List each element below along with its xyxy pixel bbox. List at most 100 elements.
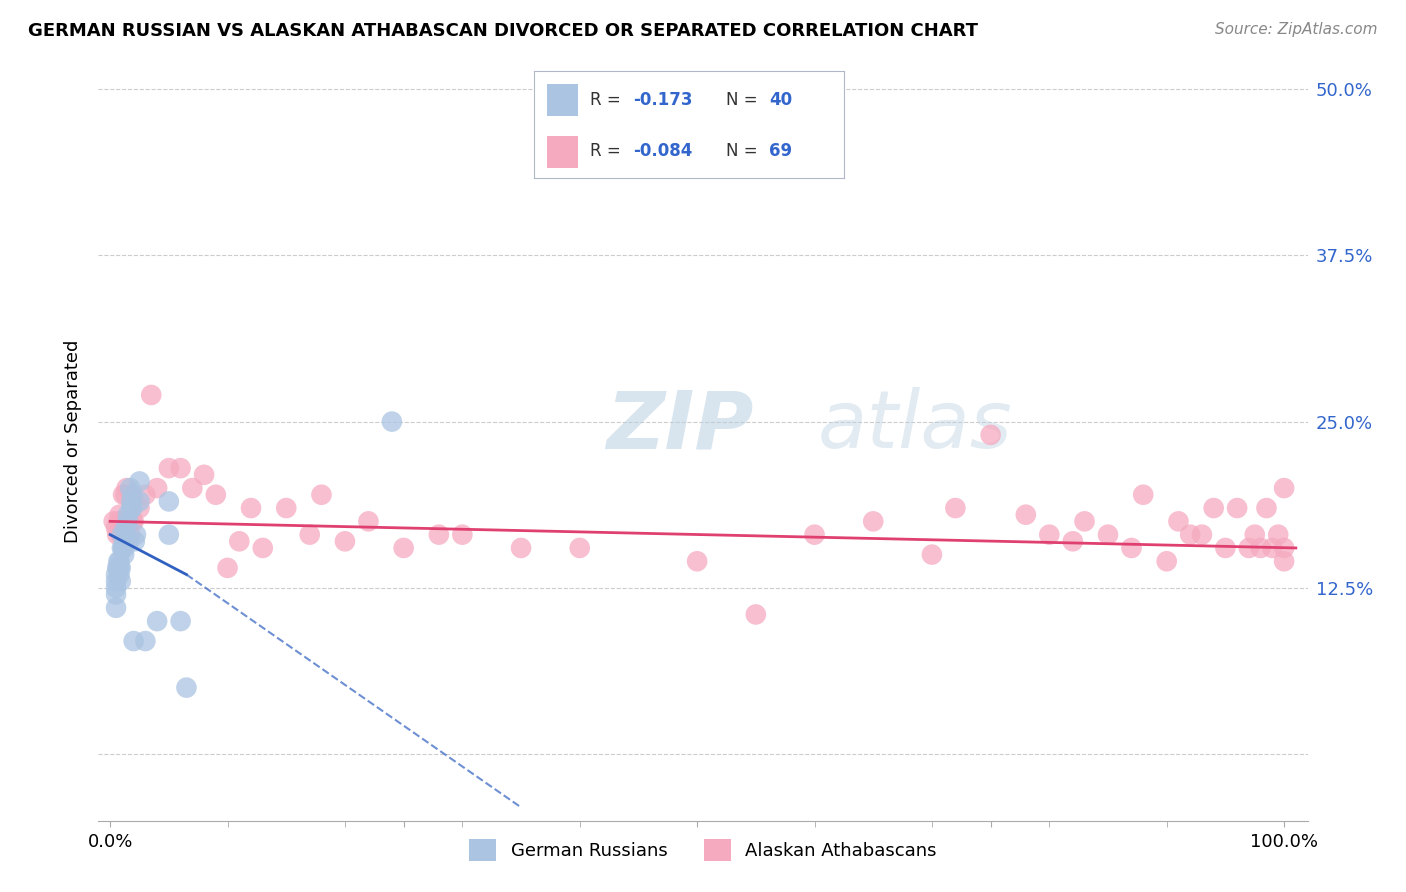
- Point: [105, 561, 128, 575]
- Point: [311, 488, 333, 502]
- Point: [128, 475, 150, 489]
- Point: [121, 514, 143, 528]
- Text: 40: 40: [769, 91, 793, 109]
- Point: [1015, 508, 1038, 522]
- Text: N =: N =: [725, 91, 763, 109]
- Bar: [547, 84, 578, 116]
- Text: GERMAN RUSSIAN VS ALASKAN ATHABASCAN DIVORCED OR SEPARATED CORRELATION CHART: GERMAN RUSSIAN VS ALASKAN ATHABASCAN DIV…: [28, 22, 979, 40]
- Point: [107, 514, 129, 528]
- Point: [146, 614, 169, 628]
- Y-axis label: Divorced or Separated: Divorced or Separated: [65, 340, 83, 543]
- Point: [427, 527, 450, 541]
- Point: [217, 561, 239, 575]
- Point: [240, 501, 263, 516]
- Point: [122, 514, 145, 528]
- Point: [1121, 541, 1143, 555]
- Point: [125, 527, 148, 541]
- Point: [169, 461, 191, 475]
- Text: atlas: atlas: [818, 387, 1012, 466]
- Point: [110, 574, 132, 589]
- Point: [112, 548, 135, 562]
- Point: [381, 415, 404, 429]
- Point: [112, 541, 135, 555]
- Point: [1256, 501, 1278, 516]
- Text: R =: R =: [591, 142, 626, 160]
- Point: [146, 481, 169, 495]
- Point: [1226, 501, 1249, 516]
- Point: [1062, 534, 1084, 549]
- Point: [1267, 527, 1289, 541]
- Point: [111, 514, 134, 528]
- Bar: [547, 136, 578, 168]
- Point: [276, 501, 298, 516]
- Point: [392, 541, 415, 555]
- Point: [980, 428, 1002, 442]
- Point: [169, 614, 191, 628]
- Point: [120, 527, 142, 541]
- Point: [1180, 527, 1202, 541]
- Point: [112, 527, 135, 541]
- Point: [110, 527, 132, 541]
- Point: [157, 494, 180, 508]
- Point: [105, 600, 128, 615]
- Point: [108, 508, 131, 522]
- Point: [1202, 501, 1225, 516]
- Point: [108, 561, 131, 575]
- Point: [1272, 481, 1295, 495]
- Point: [204, 488, 226, 502]
- Point: [157, 461, 180, 475]
- Point: [333, 534, 356, 549]
- Point: [1215, 541, 1237, 555]
- Point: [115, 481, 138, 495]
- Point: [1038, 527, 1060, 541]
- Legend: German Russians, Alaskan Athabascans: German Russians, Alaskan Athabascans: [463, 832, 943, 869]
- Point: [121, 501, 143, 516]
- Point: [1261, 541, 1284, 555]
- Point: [103, 514, 125, 528]
- Text: N =: N =: [725, 142, 763, 160]
- Text: Source: ZipAtlas.com: Source: ZipAtlas.com: [1215, 22, 1378, 37]
- Point: [120, 481, 142, 495]
- Point: [108, 567, 131, 582]
- Point: [128, 501, 150, 516]
- Point: [1073, 514, 1095, 528]
- Point: [1156, 554, 1178, 568]
- Text: 69: 69: [769, 142, 793, 160]
- Point: [117, 514, 139, 528]
- Point: [134, 634, 156, 648]
- Text: ZIP: ZIP: [606, 387, 754, 466]
- Point: [105, 527, 128, 541]
- Point: [134, 488, 156, 502]
- Point: [105, 587, 128, 601]
- Point: [112, 488, 135, 502]
- Point: [451, 527, 474, 541]
- Point: [1191, 527, 1213, 541]
- Point: [110, 561, 132, 575]
- Point: [1132, 488, 1154, 502]
- Point: [141, 388, 163, 402]
- Point: [121, 488, 143, 502]
- Point: [252, 541, 274, 555]
- Point: [114, 521, 136, 535]
- Point: [107, 554, 129, 568]
- Point: [120, 494, 142, 508]
- Point: [114, 527, 136, 541]
- Point: [111, 527, 134, 541]
- Point: [118, 534, 141, 549]
- Point: [945, 501, 967, 516]
- Point: [1250, 541, 1272, 555]
- Point: [1272, 541, 1295, 555]
- Point: [1272, 554, 1295, 568]
- Point: [228, 534, 250, 549]
- Point: [122, 634, 145, 648]
- Point: [105, 581, 128, 595]
- Point: [105, 567, 128, 582]
- Point: [1167, 514, 1189, 528]
- Point: [114, 488, 136, 502]
- Point: [105, 521, 128, 535]
- Point: [112, 541, 135, 555]
- Point: [803, 527, 825, 541]
- Point: [120, 501, 142, 516]
- Point: [862, 514, 884, 528]
- Point: [108, 554, 131, 568]
